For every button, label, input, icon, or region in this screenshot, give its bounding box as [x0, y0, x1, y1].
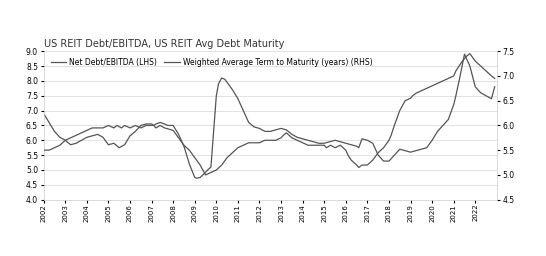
Weighted Average Term to Maturity (years) (RHS)	[385, 139, 392, 142]
Net Debt/EBITDA (LHS)	[105, 143, 112, 146]
Legend: Net Debt/EBITDA (LHS), Weighted Average Term to Maturity (years) (RHS): Net Debt/EBITDA (LHS), Weighted Average …	[48, 55, 376, 70]
Weighted Average Term to Maturity (years) (RHS)	[127, 126, 133, 130]
Weighted Average Term to Maturity (years) (RHS)	[467, 52, 473, 55]
Net Debt/EBITDA (LHS)	[121, 143, 128, 146]
Text: Listed REITs have only ~13% variable debt, versus 60-70% for the largest private: Listed REITs have only ~13% variable deb…	[7, 238, 377, 247]
Weighted Average Term to Maturity (years) (RHS)	[62, 139, 69, 142]
Net Debt/EBITDA (LHS)	[355, 146, 362, 149]
Text: US REIT Debt/EBITDA, US REIT Avg Debt Maturity: US REIT Debt/EBITDA, US REIT Avg Debt Ma…	[44, 39, 284, 49]
Net Debt/EBITDA (LHS)	[262, 130, 268, 133]
Net Debt/EBITDA (LHS)	[194, 177, 200, 180]
Weighted Average Term to Maturity (years) (RHS)	[40, 149, 47, 152]
Weighted Average Term to Maturity (years) (RHS)	[359, 164, 365, 167]
Line: Net Debt/EBITDA (LHS): Net Debt/EBITDA (LHS)	[44, 54, 495, 178]
Net Debt/EBITDA (LHS)	[40, 112, 47, 115]
Weighted Average Term to Maturity (years) (RHS)	[370, 158, 376, 162]
Net Debt/EBITDA (LHS)	[491, 85, 498, 88]
Weighted Average Term to Maturity (years) (RHS)	[491, 77, 498, 80]
Net Debt/EBITDA (LHS)	[402, 149, 408, 152]
Net Debt/EBITDA (LHS)	[143, 122, 150, 125]
Weighted Average Term to Maturity (years) (RHS)	[388, 134, 394, 137]
Net Debt/EBITDA (LHS)	[461, 53, 468, 56]
Line: Weighted Average Term to Maturity (years) (RHS): Weighted Average Term to Maturity (years…	[44, 54, 495, 175]
Weighted Average Term to Maturity (years) (RHS)	[202, 173, 209, 176]
